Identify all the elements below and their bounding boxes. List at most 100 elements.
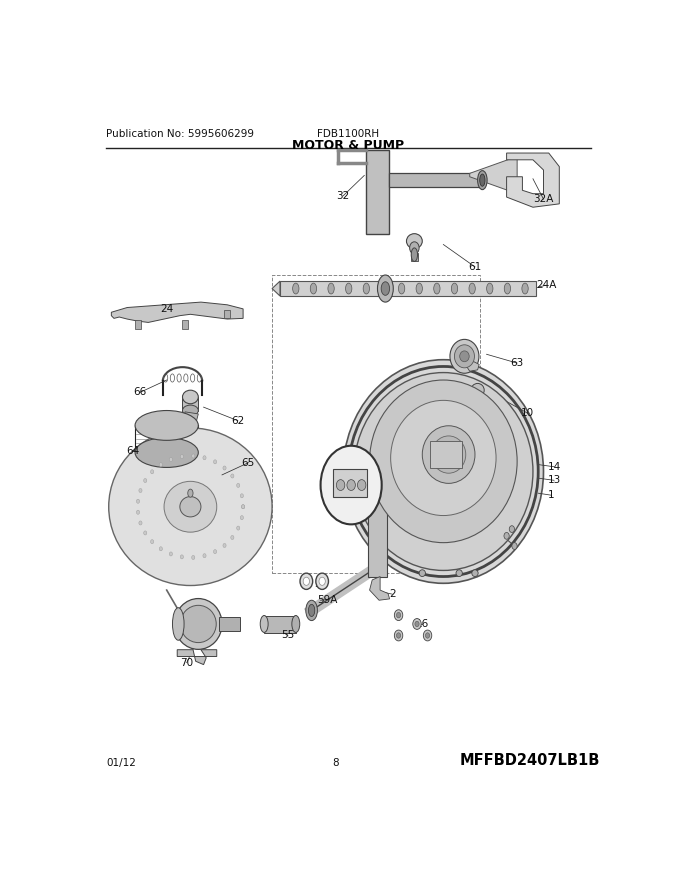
Bar [220,617,241,631]
Bar [182,397,199,410]
Circle shape [504,532,509,539]
Text: 60: 60 [342,482,355,492]
Ellipse shape [471,384,484,397]
Ellipse shape [306,600,318,620]
Text: 63: 63 [511,358,524,368]
Circle shape [231,474,234,478]
Ellipse shape [456,569,462,576]
Circle shape [192,555,195,560]
Text: MFFBD2407LB1B: MFFBD2407LB1B [459,753,600,768]
Polygon shape [507,153,559,207]
Circle shape [169,552,173,556]
Bar [224,310,231,318]
Text: 1: 1 [548,490,555,500]
Circle shape [396,633,401,638]
Circle shape [139,488,142,493]
Circle shape [509,525,515,532]
Ellipse shape [381,282,390,296]
Text: 64: 64 [126,446,139,456]
Text: MOTOR & PUMP: MOTOR & PUMP [292,139,405,152]
Bar [182,320,188,328]
Ellipse shape [182,390,199,404]
Circle shape [231,535,234,539]
Circle shape [320,446,381,524]
Text: 24A: 24A [536,280,556,290]
Text: Publication No: 5995606299: Publication No: 5995606299 [106,128,254,139]
Circle shape [316,573,328,590]
Text: 32A: 32A [533,194,554,204]
Circle shape [203,554,206,558]
Ellipse shape [310,283,317,294]
Circle shape [396,612,401,618]
Polygon shape [370,576,390,600]
Text: 59: 59 [314,579,328,589]
Circle shape [159,463,163,466]
Ellipse shape [381,283,387,294]
Text: 59A: 59A [318,595,337,605]
Text: 70: 70 [180,657,193,668]
Text: 01/12: 01/12 [106,759,136,768]
Bar [473,390,483,402]
Text: 10: 10 [521,408,534,418]
Text: 8: 8 [333,759,339,768]
Ellipse shape [460,351,469,362]
Ellipse shape [450,340,479,373]
Ellipse shape [505,283,511,294]
Polygon shape [420,428,439,446]
Text: 13: 13 [547,475,560,485]
Ellipse shape [407,234,422,248]
Ellipse shape [522,283,528,294]
Text: 58: 58 [411,439,424,450]
Ellipse shape [454,345,475,368]
Circle shape [319,577,325,585]
Circle shape [300,573,313,590]
Circle shape [143,531,147,535]
Ellipse shape [260,615,268,633]
Ellipse shape [343,360,543,583]
Ellipse shape [370,380,517,543]
Circle shape [358,480,366,490]
Text: 2: 2 [389,589,396,599]
Text: 32: 32 [337,191,350,201]
Ellipse shape [416,283,422,294]
Circle shape [413,619,421,629]
Circle shape [347,480,356,490]
Circle shape [426,633,430,638]
Bar [366,150,389,234]
Ellipse shape [109,428,272,585]
Circle shape [512,543,517,549]
Circle shape [150,470,154,473]
Circle shape [203,456,206,460]
Ellipse shape [328,283,335,294]
Circle shape [143,479,147,482]
Circle shape [169,458,173,462]
Polygon shape [280,281,536,296]
Ellipse shape [188,489,193,497]
Ellipse shape [309,605,315,617]
Ellipse shape [419,569,426,576]
Bar [411,253,418,261]
Text: 14: 14 [547,462,560,472]
Circle shape [180,555,184,559]
Bar [135,320,141,328]
Text: 55: 55 [282,630,294,641]
Circle shape [150,539,154,544]
Circle shape [223,544,226,547]
Circle shape [394,610,403,620]
Ellipse shape [390,400,496,516]
Circle shape [192,454,195,458]
Bar [264,616,296,633]
Text: 24: 24 [160,304,173,314]
Text: 62: 62 [231,415,244,426]
Circle shape [214,550,217,554]
Circle shape [240,516,243,520]
Circle shape [241,505,245,509]
Circle shape [424,630,432,641]
Circle shape [139,521,142,525]
Polygon shape [470,157,517,194]
Text: 66: 66 [134,387,147,397]
Circle shape [159,546,163,551]
Ellipse shape [345,283,352,294]
Ellipse shape [477,171,487,189]
Circle shape [137,499,139,503]
